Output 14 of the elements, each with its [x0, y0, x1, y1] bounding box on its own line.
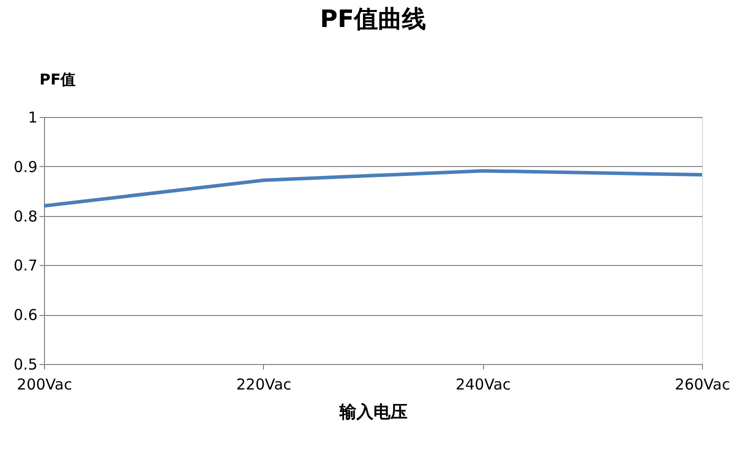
- y-tick-label: 0.5: [14, 356, 38, 374]
- y-tick-label: 1: [28, 108, 38, 126]
- x-tick-label: 200Vac: [16, 376, 72, 394]
- x-axis-title: 输入电压: [338, 402, 408, 422]
- y-tick-label: 0.6: [14, 306, 38, 324]
- line-series: [42, 169, 704, 208]
- x-tick-label: 220Vac: [236, 376, 292, 394]
- y-tick-label: 0.8: [14, 207, 38, 226]
- y-axis-title: PF值: [40, 70, 76, 88]
- y-tick-label: 0.9: [14, 158, 38, 176]
- y-tick-label: 0.7: [14, 256, 38, 275]
- x-tick-label: 260Vac: [674, 376, 730, 394]
- chart-title: PF值曲线: [320, 5, 426, 33]
- x-tick-label: 240Vac: [456, 376, 511, 394]
